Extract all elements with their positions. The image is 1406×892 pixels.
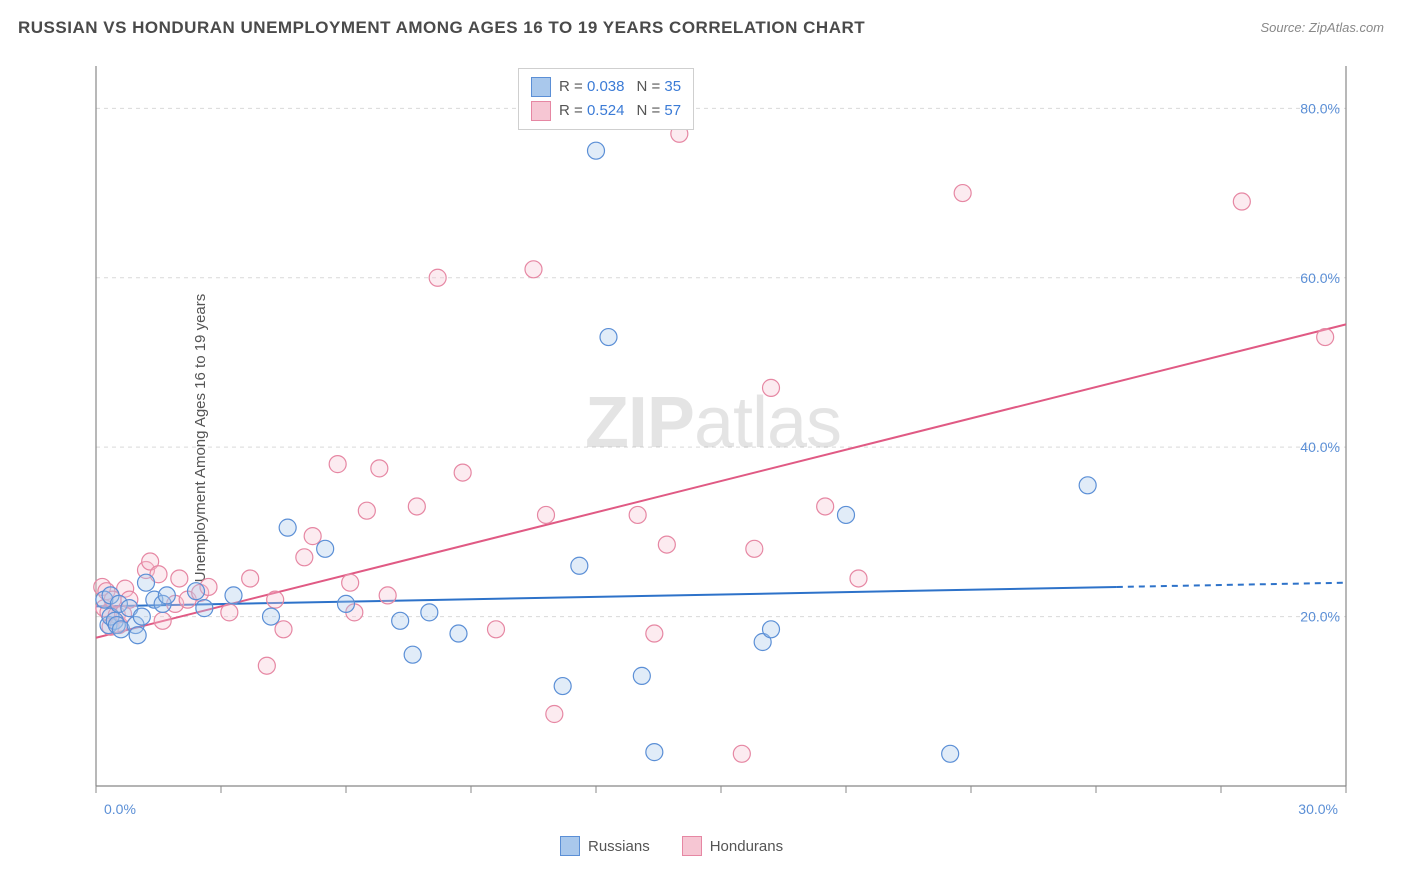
- chart-title: RUSSIAN VS HONDURAN UNEMPLOYMENT AMONG A…: [18, 18, 865, 38]
- legend-swatch: [531, 101, 551, 121]
- series-legend: Russians Hondurans: [560, 836, 783, 856]
- chart-area: Unemployment Among Ages 16 to 19 years 2…: [48, 58, 1378, 818]
- legend-swatch: [531, 77, 551, 97]
- legend-swatch: [682, 836, 702, 856]
- svg-text:20.0%: 20.0%: [1300, 609, 1340, 625]
- stats-row: R = 0.524N = 57: [531, 99, 681, 123]
- stats-text: R = 0.524N = 57: [559, 99, 681, 123]
- svg-text:30.0%: 30.0%: [1298, 801, 1338, 817]
- correlation-stats-box: R = 0.038N = 35R = 0.524N = 57: [518, 68, 694, 130]
- svg-text:40.0%: 40.0%: [1300, 439, 1340, 455]
- legend-item: Russians: [560, 836, 650, 856]
- legend-swatch: [560, 836, 580, 856]
- scatter-chart-svg: 20.0% 40.0% 60.0% 80.0% 0.0% 30.0%: [48, 58, 1378, 818]
- stats-text: R = 0.038N = 35: [559, 75, 681, 99]
- svg-text:80.0%: 80.0%: [1300, 100, 1340, 116]
- source-attribution: Source: ZipAtlas.com: [1260, 20, 1384, 35]
- svg-text:0.0%: 0.0%: [104, 801, 136, 817]
- legend-label: Hondurans: [710, 838, 783, 855]
- svg-text:60.0%: 60.0%: [1300, 270, 1340, 286]
- stats-row: R = 0.038N = 35: [531, 75, 681, 99]
- legend-item: Hondurans: [682, 836, 783, 856]
- legend-label: Russians: [588, 838, 650, 855]
